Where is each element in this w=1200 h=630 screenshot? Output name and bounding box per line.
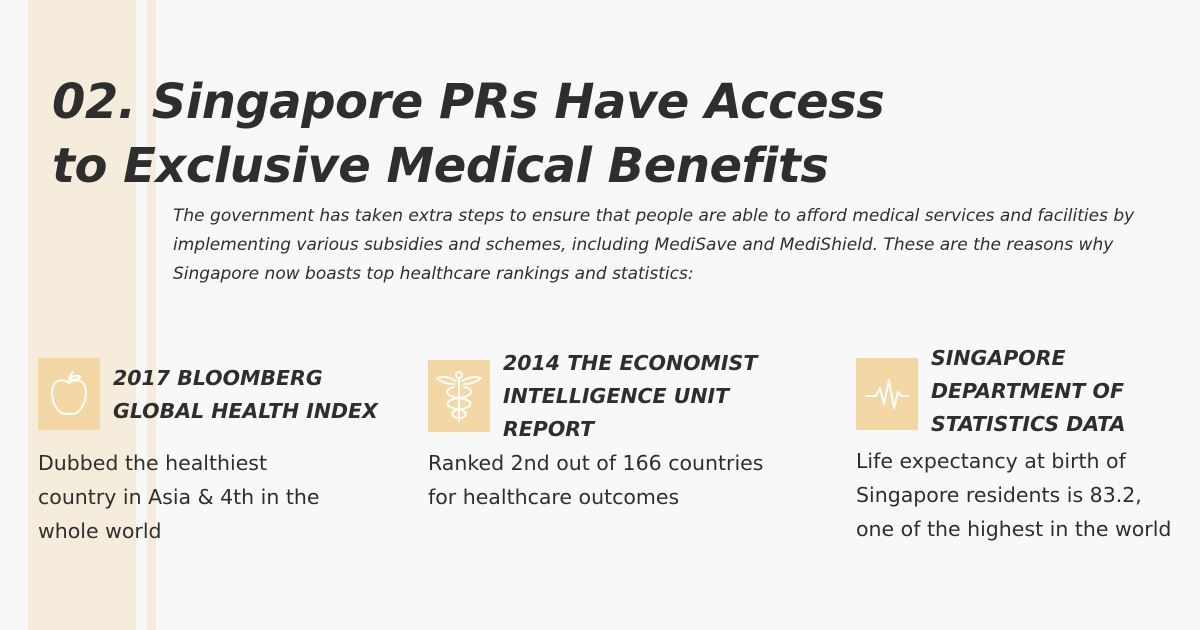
card-heading-line: STATISTICS DATA bbox=[931, 412, 1126, 436]
card-heading-line: INTELLIGENCE UNIT bbox=[503, 384, 730, 408]
card-description: Ranked 2nd out of 166 countries for heal… bbox=[428, 446, 798, 514]
card-heading: 2014 THE ECONOMIST INTELLIGENCE UNIT REP… bbox=[503, 347, 757, 446]
apple-icon bbox=[38, 358, 100, 430]
card-description: Dubbed the healthiest country in Asia & … bbox=[38, 446, 368, 548]
decorative-stripe-thin bbox=[147, 0, 156, 630]
page-title-line-1: 02. Singapore PRs Have Access bbox=[52, 74, 885, 130]
heartbeat-icon bbox=[856, 358, 918, 430]
decorative-stripe-wide bbox=[28, 0, 136, 630]
card-heading-line: DEPARTMENT OF bbox=[931, 379, 1124, 403]
card-heading: 2017 BLOOMBERG GLOBAL HEALTH INDEX bbox=[113, 362, 378, 428]
card-description-line: for healthcare outcomes bbox=[428, 485, 680, 509]
card-heading-line: 2014 THE ECONOMIST bbox=[503, 351, 758, 375]
card-description: Life expectancy at birth of Singapore re… bbox=[856, 444, 1200, 546]
caduceus-icon bbox=[428, 360, 490, 432]
card-description-line: country in Asia & 4th in the bbox=[38, 485, 320, 509]
card-description-line: Ranked 2nd out of 166 countries bbox=[428, 451, 764, 475]
card-description-line: Life expectancy at birth of bbox=[856, 449, 1126, 473]
card-heading-line: SINGAPORE bbox=[931, 346, 1066, 370]
intro-paragraph: The government has taken extra steps to … bbox=[173, 206, 1135, 284]
page-title-line-2: to Exclusive Medical Benefits bbox=[52, 138, 829, 194]
card-heading-line: GLOBAL HEALTH INDEX bbox=[113, 399, 378, 423]
card-heading-line: 2017 BLOOMBERG bbox=[113, 366, 323, 390]
page-title: 02. Singapore PRs Have Access to Exclusi… bbox=[52, 70, 885, 198]
card-description-line: Dubbed the healthiest bbox=[38, 451, 268, 475]
card-description-line: Singapore residents is 83.2, bbox=[856, 483, 1142, 507]
card-heading-line: REPORT bbox=[503, 417, 595, 441]
card-description-line: one of the highest in the world bbox=[856, 517, 1172, 541]
card-description-line: whole world bbox=[38, 519, 162, 543]
card-heading: SINGAPORE DEPARTMENT OF STATISTICS DATA bbox=[931, 342, 1125, 441]
